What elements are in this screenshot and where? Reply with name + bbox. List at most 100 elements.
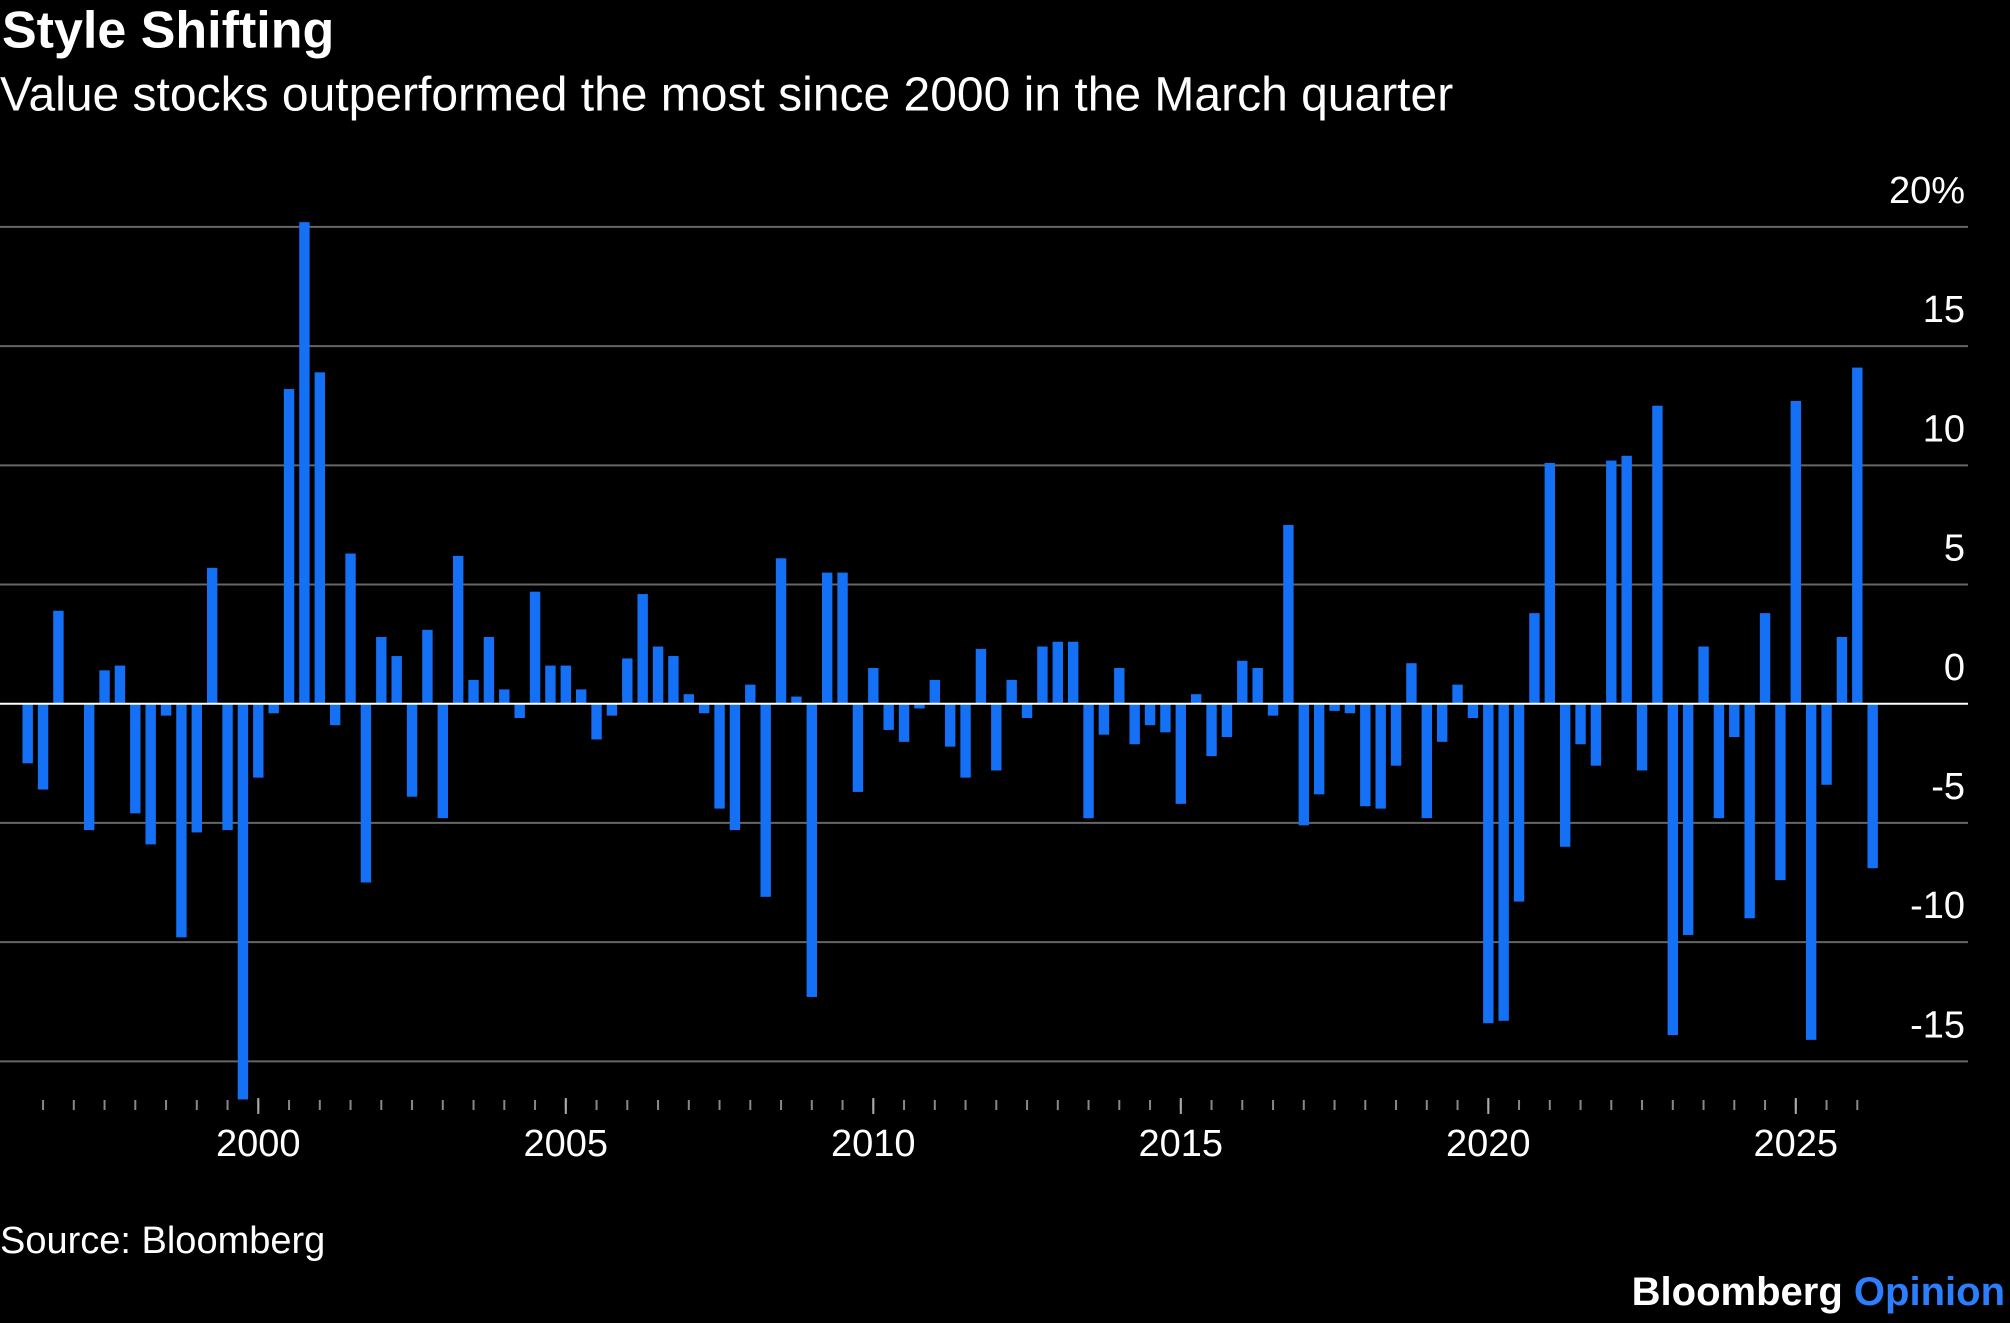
bar <box>1867 703 1878 869</box>
bar <box>145 703 156 845</box>
y-tick-label: -15 <box>1910 1004 1965 1046</box>
bar <box>652 646 664 704</box>
bar <box>237 703 249 1100</box>
x-tick-label: 2000 <box>216 1123 301 1165</box>
bar <box>1421 703 1432 819</box>
bar <box>99 670 110 704</box>
bar <box>683 694 694 704</box>
bar <box>283 389 295 704</box>
bar <box>1729 703 1740 738</box>
source: Source: Bloomberg <box>0 1220 325 1262</box>
bar <box>1021 703 1033 719</box>
bar <box>1390 703 1402 766</box>
bar <box>1129 703 1140 745</box>
chart-subtitle: Value stocks outperformed the most since… <box>0 69 1453 122</box>
bar <box>253 703 264 778</box>
bar <box>514 703 525 719</box>
bar <box>914 703 925 709</box>
bar <box>391 656 402 704</box>
bar <box>360 703 372 883</box>
brand-section: Opinion <box>1854 1270 2005 1314</box>
bar <box>1790 400 1801 704</box>
bar <box>206 567 218 704</box>
bar <box>452 555 464 704</box>
bar <box>468 679 479 704</box>
bar <box>1467 703 1479 719</box>
bar <box>130 703 141 814</box>
bar <box>529 591 541 704</box>
bar <box>1098 703 1110 735</box>
bar <box>1852 367 1863 704</box>
brand-name: Bloomberg <box>1632 1270 1843 1314</box>
bar <box>1037 646 1048 704</box>
bar <box>1298 703 1309 826</box>
bar <box>1436 703 1448 742</box>
x-tick-label: 2020 <box>1446 1123 1531 1165</box>
bar <box>1267 703 1279 716</box>
y-tick-label: -5 <box>1931 766 1965 808</box>
bar <box>437 703 448 819</box>
bar <box>1821 703 1832 785</box>
y-tick-label: 0 <box>1944 647 1965 689</box>
bar <box>222 703 233 831</box>
bar <box>944 703 956 747</box>
bar <box>1313 703 1325 795</box>
bar <box>1759 613 1771 704</box>
bar <box>53 610 64 704</box>
y-tick-label: 5 <box>1944 528 1965 570</box>
bar <box>1160 703 1171 733</box>
bar <box>560 665 571 704</box>
y-tick-label: 15 <box>1923 289 1965 331</box>
x-tick-label: 2005 <box>524 1123 609 1165</box>
bar <box>1836 636 1848 704</box>
bar <box>314 372 325 704</box>
y-tick-label: 10 <box>1923 408 1965 450</box>
bar <box>1360 703 1371 807</box>
bar <box>868 667 879 704</box>
bar <box>1775 703 1786 881</box>
bar <box>1621 455 1632 704</box>
bar <box>883 703 894 730</box>
bar <box>1206 703 1217 757</box>
x-tick-label: 2010 <box>831 1123 916 1165</box>
x-tick-label: 2015 <box>1139 1123 1224 1165</box>
bar <box>422 629 433 704</box>
bar <box>1114 667 1125 704</box>
bar <box>1483 703 1494 1024</box>
bar <box>483 636 495 704</box>
bar <box>714 703 725 809</box>
bar <box>775 558 787 704</box>
bar <box>299 222 310 704</box>
bar <box>606 703 618 716</box>
bar <box>22 703 33 764</box>
bar <box>499 689 510 704</box>
bar <box>1329 703 1340 711</box>
bar <box>1083 703 1094 819</box>
bar <box>1559 703 1571 847</box>
bar <box>1744 703 1755 919</box>
bar <box>575 689 587 704</box>
bar <box>960 703 971 778</box>
bar <box>791 696 802 704</box>
bar <box>345 553 356 704</box>
bar <box>1237 660 1248 704</box>
bar <box>1529 613 1540 704</box>
bar <box>1498 703 1509 1021</box>
bar <box>114 665 126 704</box>
bar <box>160 703 172 716</box>
bar <box>668 656 679 704</box>
bar <box>837 572 848 704</box>
bar <box>1544 462 1555 704</box>
bar <box>268 703 279 714</box>
bar <box>591 703 602 740</box>
chart-title: Style Shifting <box>2 2 334 60</box>
branding: Bloomberg Opinion <box>1632 1270 2005 1314</box>
bar <box>1698 646 1709 704</box>
bar <box>1406 663 1417 704</box>
bar <box>376 636 387 704</box>
bar <box>406 703 418 797</box>
y-tick-label: -10 <box>1910 885 1965 927</box>
bar <box>991 703 1002 771</box>
bar <box>975 648 987 704</box>
